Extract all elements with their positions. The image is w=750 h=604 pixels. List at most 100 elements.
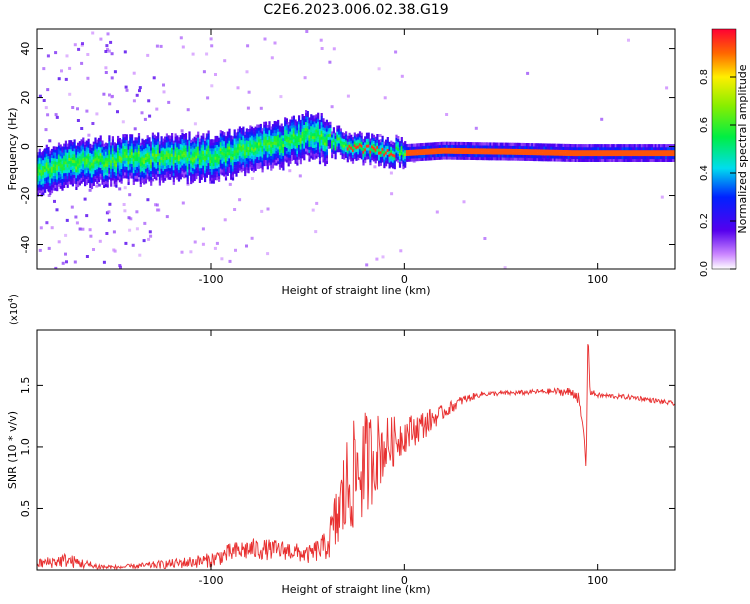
spectrogram-cell bbox=[204, 149, 207, 153]
spectrogram-cell bbox=[449, 150, 452, 154]
spectrogram-cell bbox=[419, 157, 422, 161]
spectrogram-cell bbox=[150, 167, 153, 172]
spectrogram-cell bbox=[94, 166, 97, 171]
spectrogram-cell bbox=[430, 148, 433, 152]
spectrogram-cell bbox=[519, 142, 522, 147]
spectrogram-cell bbox=[88, 228, 92, 232]
spectrogram-cell bbox=[96, 174, 99, 178]
spectrogram-cell bbox=[653, 144, 656, 148]
spectrogram-cell bbox=[169, 138, 172, 142]
spectrogram-cell bbox=[146, 164, 149, 168]
spectrogram-cell bbox=[649, 152, 652, 157]
spectrogram-cell bbox=[171, 168, 174, 172]
spectrogram-cell bbox=[400, 139, 403, 144]
spectrogram-cell bbox=[254, 159, 257, 163]
spectrogram-cell bbox=[322, 159, 325, 163]
spectrogram-cell bbox=[324, 133, 327, 137]
spectrogram-cell bbox=[238, 155, 241, 159]
spectrogram-cell bbox=[571, 158, 574, 162]
spectrogram-cell bbox=[123, 209, 127, 213]
spectrogram-cell bbox=[259, 135, 262, 139]
spectrogram-cell bbox=[47, 176, 50, 180]
spectrogram-cell bbox=[84, 144, 87, 148]
spectrogram-cell bbox=[592, 147, 595, 151]
spectrogram-cell bbox=[261, 169, 264, 173]
spectrogram-cell bbox=[325, 134, 328, 138]
spectrogram-cell bbox=[386, 160, 389, 164]
spectrogram-cell bbox=[169, 167, 172, 172]
spectrogram-cell bbox=[106, 47, 109, 51]
spectrogram-cell bbox=[49, 180, 52, 184]
spectrogram-cell bbox=[271, 130, 275, 134]
spectrogram-cell bbox=[585, 147, 588, 151]
spectrogram-cell bbox=[139, 145, 142, 149]
spectrogram-cell bbox=[475, 145, 478, 149]
spectrogram-cell bbox=[308, 132, 311, 136]
spectrogram-cell bbox=[311, 138, 315, 143]
spectrogram-cell bbox=[226, 172, 229, 176]
spectrogram-cell bbox=[66, 167, 69, 171]
spectrogram-cell bbox=[157, 158, 160, 163]
spectrogram-cell bbox=[647, 147, 650, 151]
spectrogram-cell bbox=[230, 167, 233, 171]
spectrogram-cell bbox=[268, 159, 271, 163]
spectrogram-cell bbox=[670, 155, 673, 160]
spectrogram-cell bbox=[628, 144, 631, 148]
spectrogram-cell bbox=[57, 171, 61, 176]
spectrogram-cell bbox=[616, 144, 619, 148]
spectrogram-cell bbox=[66, 178, 69, 183]
spectrogram-cell bbox=[313, 130, 316, 134]
spectrogram-cell bbox=[61, 172, 64, 176]
spectrogram-cell bbox=[111, 150, 114, 155]
spectrogram-cell bbox=[372, 143, 375, 147]
spectrogram-cell bbox=[186, 157, 189, 161]
spectrogram-cell bbox=[466, 145, 469, 149]
spectrogram-cell bbox=[445, 150, 449, 154]
spectrogram-cell bbox=[212, 139, 215, 143]
spectrogram-cell bbox=[550, 152, 553, 156]
spectrogram-cell bbox=[586, 144, 589, 148]
spectrogram-cell bbox=[122, 163, 125, 167]
spectrogram-cell bbox=[125, 134, 128, 138]
spectrogram-cell bbox=[191, 153, 195, 157]
spectrogram-cell bbox=[108, 173, 111, 177]
spectrogram-cell bbox=[259, 150, 262, 154]
spectrogram-cell bbox=[633, 158, 636, 162]
spectrogram-cell bbox=[214, 73, 217, 76]
spectrogram-cell bbox=[90, 177, 94, 181]
spectrogram-cell bbox=[273, 150, 276, 154]
spectrogram-cell bbox=[118, 176, 121, 180]
spectrogram-cell bbox=[183, 169, 186, 173]
spectrogram-cell bbox=[38, 172, 41, 176]
spectrogram-cell bbox=[285, 147, 288, 151]
spectrogram-cell bbox=[111, 147, 114, 152]
spectrogram-cell bbox=[552, 158, 555, 162]
spectrogram-y-axis-label: Frequency (Hz) bbox=[6, 108, 19, 191]
spectrogram-cell bbox=[301, 134, 304, 138]
spectrogram-cell bbox=[658, 155, 661, 160]
spectrogram-cell bbox=[228, 169, 231, 173]
spectrogram-cell bbox=[97, 183, 101, 187]
spectrogram-cell bbox=[484, 145, 487, 149]
spectrogram-cell bbox=[386, 154, 389, 158]
spectrogram-cell bbox=[637, 147, 640, 151]
spectrogram-cell bbox=[298, 124, 301, 128]
spectrogram-cell bbox=[49, 188, 52, 192]
spectrogram-cell bbox=[115, 169, 118, 173]
spectrogram-cell bbox=[103, 155, 106, 159]
spectrogram-cell bbox=[296, 144, 299, 148]
spectrogram-cell bbox=[390, 161, 393, 165]
spectrogram-cell bbox=[668, 150, 671, 154]
spectrogram-cell bbox=[169, 147, 172, 151]
spectrogram-cell bbox=[89, 152, 92, 156]
spectrogram-cell bbox=[576, 152, 579, 157]
spectrogram-cell bbox=[63, 176, 66, 180]
spectrogram-cell bbox=[325, 125, 328, 129]
spectrogram-cell bbox=[134, 143, 137, 147]
spectrogram-cell bbox=[273, 138, 276, 142]
spectrogram-cell bbox=[143, 117, 147, 121]
spectrogram-cell bbox=[371, 151, 374, 155]
spectrogram-cell bbox=[151, 132, 154, 136]
spectrogram-cell bbox=[219, 159, 222, 163]
spectrogram-cell bbox=[252, 151, 255, 155]
